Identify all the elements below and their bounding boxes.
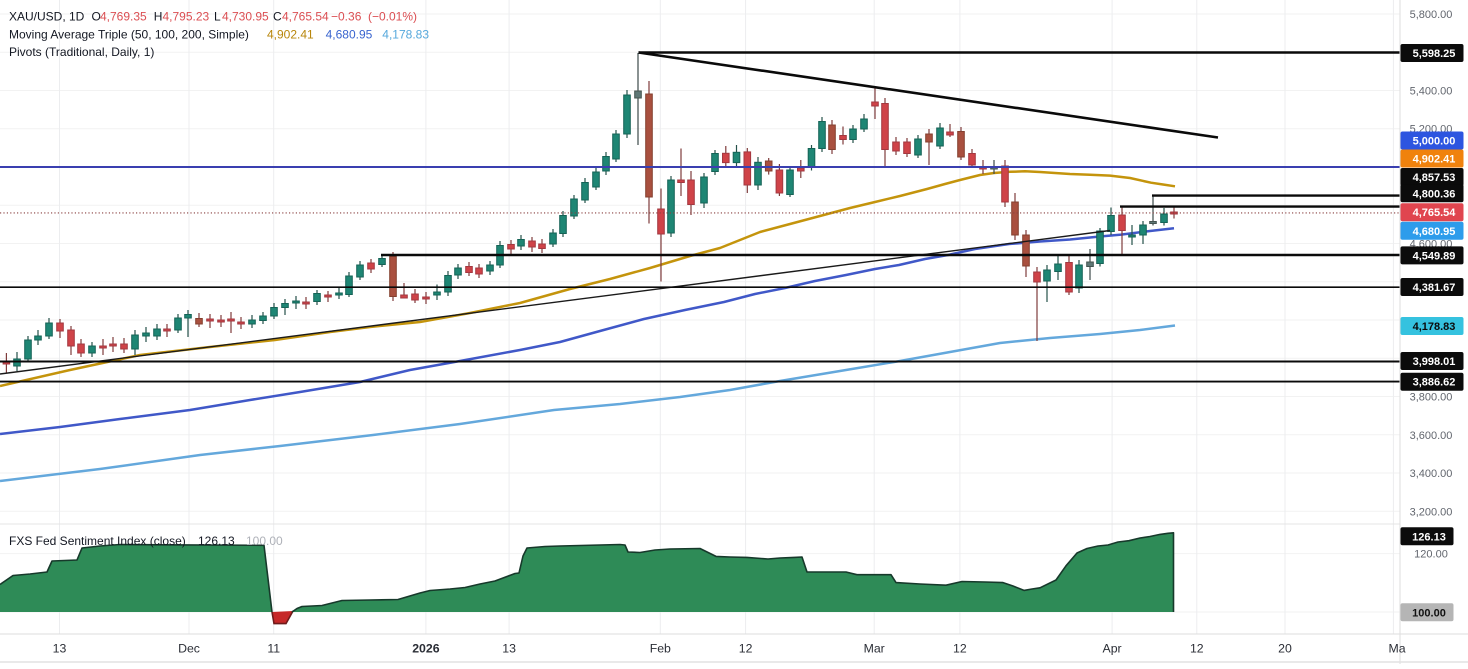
svg-text:4,730.95: 4,730.95 (222, 10, 269, 24)
svg-text:5,400.00: 5,400.00 (1410, 86, 1453, 98)
svg-text:2026: 2026 (412, 642, 440, 656)
svg-text:4,680.95: 4,680.95 (326, 28, 373, 42)
svg-text:Feb: Feb (650, 642, 671, 656)
svg-text:126.13: 126.13 (198, 534, 235, 548)
svg-text:100.00: 100.00 (1412, 607, 1446, 619)
svg-text:C: C (273, 10, 282, 24)
svg-text:4,680.95: 4,680.95 (1413, 226, 1456, 238)
svg-text:3,200.00: 3,200.00 (1410, 506, 1453, 518)
svg-text:3,998.01: 3,998.01 (1413, 356, 1456, 368)
svg-text:Ma: Ma (1388, 642, 1405, 656)
svg-text:4,765.54: 4,765.54 (1413, 207, 1457, 219)
svg-text:120.00: 120.00 (1414, 549, 1448, 561)
svg-text:4,381.67: 4,381.67 (1413, 282, 1456, 294)
svg-text:4,178.83: 4,178.83 (382, 28, 429, 42)
svg-text:5,000.00: 5,000.00 (1413, 136, 1456, 148)
svg-text:4,765.54: 4,765.54 (282, 10, 329, 24)
svg-text:4,795.23: 4,795.23 (163, 10, 210, 24)
svg-text:5,598.25: 5,598.25 (1413, 48, 1456, 60)
svg-text:3,600.00: 3,600.00 (1410, 430, 1453, 442)
svg-text:Dec: Dec (178, 642, 200, 656)
svg-text:Apr: Apr (1103, 642, 1122, 656)
svg-text:4,800.36: 4,800.36 (1413, 188, 1456, 200)
svg-text:12: 12 (739, 642, 753, 656)
svg-text:3,400.00: 3,400.00 (1410, 468, 1453, 480)
svg-text:Moving Average Triple (50, 100: Moving Average Triple (50, 100, 200, Sim… (9, 28, 249, 42)
svg-text:5,800.00: 5,800.00 (1410, 9, 1453, 21)
svg-text:20: 20 (1278, 642, 1292, 656)
svg-text:3,800.00: 3,800.00 (1410, 392, 1453, 404)
svg-text:126.13: 126.13 (1412, 531, 1446, 543)
svg-text:4,178.83: 4,178.83 (1413, 321, 1456, 333)
svg-text:(−0.01%): (−0.01%) (368, 10, 417, 24)
svg-text:12: 12 (1190, 642, 1204, 656)
svg-text:XAU/USD, 1D: XAU/USD, 1D (9, 10, 85, 24)
svg-text:FXS Fed Sentiment Index (close: FXS Fed Sentiment Index (close) (9, 534, 186, 548)
svg-text:4,549.89: 4,549.89 (1413, 250, 1456, 262)
svg-text:12: 12 (953, 642, 967, 656)
svg-text:O: O (92, 10, 101, 24)
svg-text:H: H (154, 10, 163, 24)
svg-text:4,902.41: 4,902.41 (267, 28, 314, 42)
svg-text:4,902.41: 4,902.41 (1413, 154, 1456, 166)
svg-text:4,857.53: 4,857.53 (1413, 172, 1456, 184)
svg-text:3,886.62: 3,886.62 (1413, 377, 1456, 389)
svg-text:Mar: Mar (864, 642, 885, 656)
svg-text:L: L (214, 10, 221, 24)
svg-text:100.00: 100.00 (246, 534, 283, 548)
svg-text:Pivots (Traditional, Daily, 1): Pivots (Traditional, Daily, 1) (9, 45, 154, 59)
svg-text:13: 13 (53, 642, 67, 656)
svg-text:4,769.35: 4,769.35 (100, 10, 147, 24)
svg-text:13: 13 (502, 642, 516, 656)
svg-text:11: 11 (267, 642, 280, 656)
svg-text:−0.36: −0.36 (331, 10, 362, 24)
